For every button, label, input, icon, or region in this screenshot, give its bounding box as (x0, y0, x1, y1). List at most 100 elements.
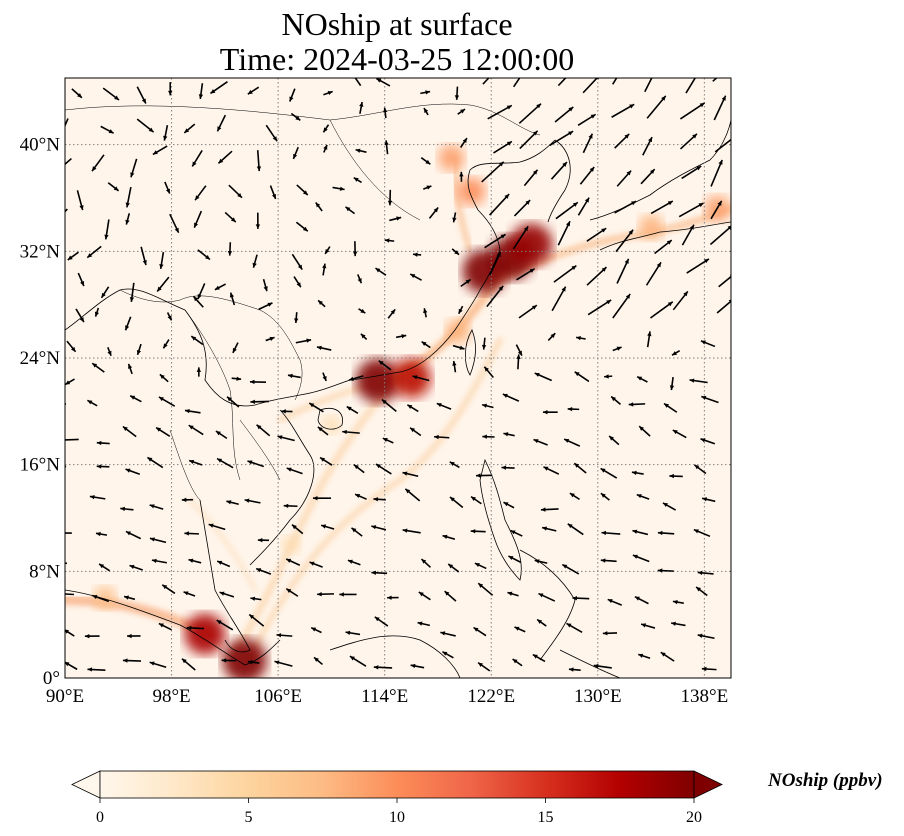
colorbar-tick-label: 20 (686, 809, 702, 826)
wind-arrow (452, 212, 457, 223)
wind-arrow (359, 101, 364, 114)
wind-arrow (294, 312, 299, 324)
wind-arrow (310, 626, 322, 634)
wind-arrow (188, 424, 204, 436)
latitude-ticks: 0° 8°N 16°N 24°N 32°N 40°N (20, 135, 61, 689)
wind-arrow (449, 461, 460, 469)
wind-arrow (632, 554, 650, 563)
wind-arrow (376, 78, 391, 87)
wind-arrow (631, 470, 644, 476)
lon-tick-label: 90°E (46, 686, 84, 707)
wind-arrow (190, 335, 204, 346)
wind-arrow (289, 88, 296, 102)
wind-arrow (697, 570, 714, 576)
wind-arrow (657, 530, 675, 536)
wind-arrow (470, 495, 482, 505)
wind-arrow (323, 90, 333, 96)
wind-arrow (346, 405, 359, 415)
wind-arrow (670, 621, 686, 627)
wind-arrow (406, 404, 419, 413)
wind-arrow (681, 165, 702, 180)
wind-arrow (412, 375, 430, 382)
wind-arrow (551, 286, 567, 312)
wind-arrow (216, 560, 231, 568)
wind-arrow (323, 144, 328, 153)
wind-arrow (281, 409, 293, 414)
wind-arrow (568, 667, 581, 672)
wind-arrow (442, 651, 454, 659)
wind-arrow (332, 186, 345, 191)
wind-arrow (227, 242, 233, 256)
wind-arrow (347, 559, 361, 566)
wind-arrow (247, 86, 260, 95)
wind-arrow (317, 592, 334, 597)
wind-arrow (567, 523, 584, 536)
wind-arrow (291, 524, 304, 535)
wind-arrow (127, 633, 141, 639)
wind-arrow (127, 363, 133, 375)
wind-arrow (257, 537, 270, 543)
wind-arrow (373, 665, 393, 670)
wind-arrow (660, 651, 675, 662)
wind-arrow (198, 83, 204, 100)
wind-arrow (186, 625, 204, 631)
wind-arrow (476, 473, 493, 478)
wind-arrow (319, 456, 333, 466)
wind-arrow (713, 95, 727, 121)
wind-arrow (553, 264, 577, 283)
plume-hotspot (322, 415, 341, 434)
wind-arrow (420, 558, 432, 568)
wind-arrow (638, 425, 651, 437)
wind-arrow (216, 457, 234, 469)
wind-arrow (632, 529, 649, 536)
wind-arrow (693, 464, 707, 475)
wind-arrow (387, 595, 399, 600)
wind-arrow (563, 438, 581, 447)
wind-arrow (384, 140, 389, 155)
wind-arrow (76, 190, 84, 211)
wind-arrow (317, 426, 329, 436)
wind-arrow (693, 528, 711, 538)
wind-arrow (65, 661, 78, 671)
wind-arrow (600, 492, 610, 501)
wind-arrow (701, 666, 717, 672)
wind-arrow (519, 130, 539, 150)
plume-hotspot (222, 638, 267, 678)
wind-arrow (436, 402, 452, 410)
wind-arrow (689, 378, 708, 384)
wind-arrow (276, 633, 293, 638)
wind-arrow (516, 268, 536, 281)
colorbar-tick-label: 0 (96, 809, 104, 826)
wind-arrow (269, 185, 277, 200)
wind-arrow (265, 124, 278, 142)
wind-arrow (194, 185, 207, 201)
wind-arrow (322, 124, 330, 133)
wind-arrow (481, 161, 505, 183)
wind-arrow (355, 148, 367, 153)
wind-arrow (566, 622, 583, 634)
wind-arrow (244, 498, 261, 504)
wind-arrow (549, 130, 574, 147)
wind-arrow (600, 467, 618, 479)
wind-arrow (434, 434, 450, 440)
wind-arrow (423, 185, 432, 190)
wind-arrow (418, 591, 431, 601)
wind-arrow (226, 396, 240, 408)
wind-arrow (513, 199, 531, 217)
wind-arrow (152, 145, 168, 156)
wind-arrow (125, 468, 141, 476)
lon-tick-label: 114°E (361, 686, 408, 707)
colorbar-label: NOship (ppbv) (768, 770, 883, 791)
wind-arrow (700, 438, 716, 445)
wind-arrow (188, 459, 203, 466)
wind-arrow (87, 399, 98, 407)
colorbar-extend-high (693, 770, 723, 799)
wind-arrow (410, 663, 425, 669)
wind-arrow (156, 276, 170, 293)
wind-arrow (163, 125, 169, 141)
wind-arrow (287, 373, 301, 379)
wind-arrow (125, 213, 131, 225)
map-title: NOship at surface (281, 6, 513, 42)
wind-arrow (669, 376, 675, 391)
wind-arrow (586, 266, 608, 286)
